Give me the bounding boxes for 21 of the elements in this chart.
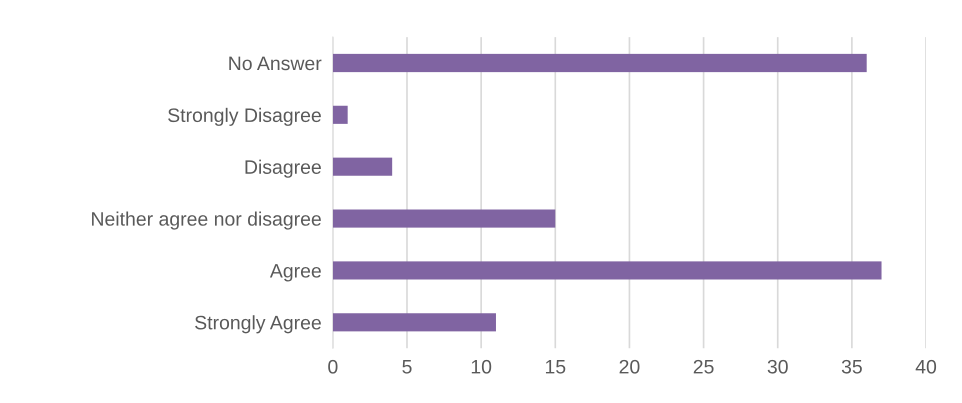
y-tick-label: Agree [270, 264, 321, 282]
bar [332, 158, 392, 176]
bar [332, 54, 867, 72]
x-tick-label: 15 [546, 360, 566, 374]
x-tick-label: 10 [472, 360, 492, 374]
x-tick-label: 25 [694, 360, 714, 374]
y-tick-label: Neither agree nor disagree [92, 212, 321, 230]
x-tick-label: 0 [328, 360, 338, 374]
x-tick-label: 40 [916, 360, 936, 374]
y-tick-label: Strongly Agree [195, 315, 321, 334]
x-tick-label: 20 [620, 360, 640, 374]
bar [332, 313, 496, 332]
y-tick-label: Strongly Disagree [168, 108, 321, 126]
bar [332, 209, 556, 228]
y-tick-label: No Answer [229, 56, 322, 70]
y-tick-label: Disagree [246, 160, 321, 178]
bar [332, 106, 348, 124]
x-tick-label: 30 [768, 360, 788, 374]
x-tick-label: 5 [402, 360, 412, 374]
x-tick-label: 35 [842, 360, 862, 374]
bar [332, 261, 882, 280]
